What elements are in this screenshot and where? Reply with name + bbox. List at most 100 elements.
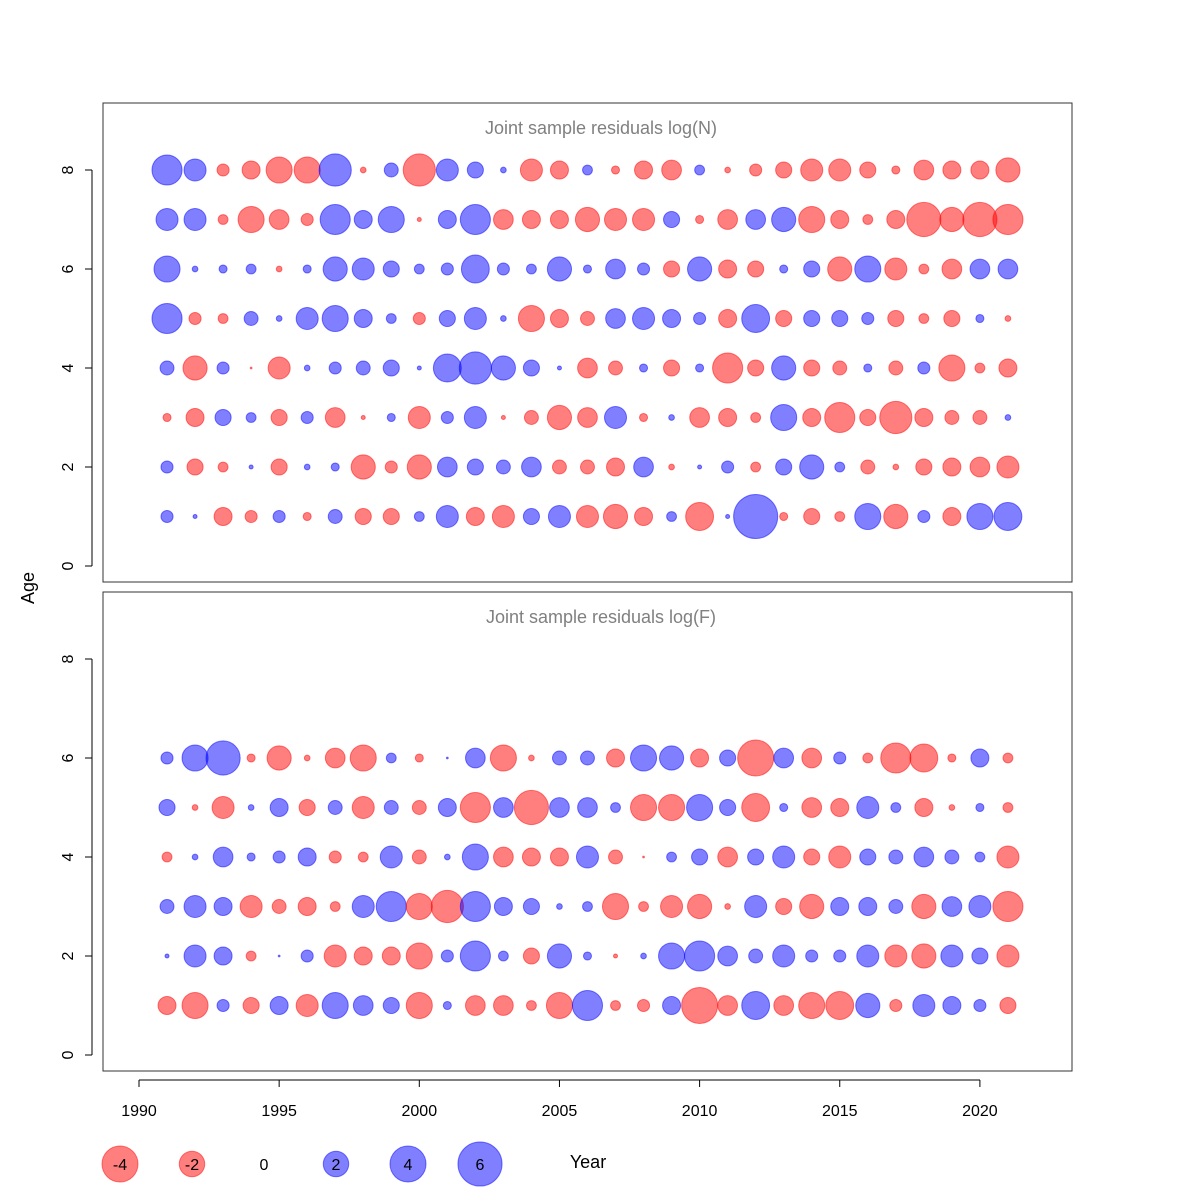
bubble-age1-year2000 (405, 991, 433, 1020)
legend-bubble (389, 1145, 427, 1183)
bubble-age5-year2002 (463, 306, 487, 331)
bubble-age8-year2019 (942, 160, 962, 180)
bubble-age1-year1995 (272, 509, 286, 524)
bubble-age5-year1992 (191, 804, 199, 811)
bubble-age2-year2005 (546, 943, 573, 969)
bubble-age4-year1997 (328, 850, 342, 864)
bubble-age4-year2017 (888, 849, 904, 865)
bubble-age5-year2017 (887, 309, 905, 328)
bubble-age4-year2019 (938, 354, 966, 382)
bubble-age6-year2005 (546, 256, 573, 282)
x-tick-label: 2005 (542, 1103, 578, 1120)
bubble-age3-year2007 (601, 892, 630, 921)
bubble-age6-year2015 (827, 256, 853, 282)
bubble-age1-year1992 (181, 991, 209, 1020)
bubble-age3-year2001 (430, 889, 464, 924)
bubble-age8-year2020 (970, 160, 990, 180)
bubble-age1-year2001 (435, 504, 459, 529)
bubble-age3-year2020 (968, 894, 992, 919)
bubble-age3-year2017 (879, 400, 913, 435)
bubble-age6-year2020 (970, 748, 990, 768)
bubble-age2-year2003 (497, 950, 509, 962)
bubble-age2-year1993 (217, 461, 229, 473)
bubble-age8-year2014 (800, 158, 824, 182)
bubble-age5-year2015 (830, 798, 850, 817)
bubble-age4-year2000 (411, 849, 427, 865)
bubble-age6-year2020 (969, 258, 991, 280)
bubble-age3-year2003 (500, 414, 506, 421)
bubble-age6-year1996 (303, 754, 311, 762)
bubble-age4-year2011 (712, 352, 744, 384)
bubble-age8-year2017 (891, 165, 901, 175)
bubble-age4-year2021 (996, 845, 1020, 869)
bubble-age5-year2009 (658, 793, 686, 822)
panel-bottom-title: Joint sample residuals log(F) (486, 607, 716, 627)
bubble-age1-year2021 (993, 502, 1023, 531)
y-tick-label: 2 (60, 462, 77, 471)
bubble-age6-year2018 (918, 263, 930, 275)
bubble-age8-year2016 (859, 161, 877, 179)
bubble-age5-year2016 (856, 795, 880, 820)
bubble-age3-year2019 (941, 896, 963, 917)
bubble-age2-year2004 (521, 456, 542, 478)
bubble-age4-year1996 (303, 364, 311, 372)
bubble-age2-year2017 (884, 944, 908, 968)
bubble-age7-year2010 (695, 214, 705, 225)
bubble-age7-year1994 (237, 205, 265, 234)
bubble-age4-year2021 (998, 358, 1018, 378)
bubble-age6-year2005 (551, 750, 567, 766)
bubble-age3-year2012 (744, 894, 768, 919)
bubble-age3-year2015 (824, 401, 856, 434)
bubble-age2-year2016 (856, 944, 880, 968)
x-tick-label: 2010 (682, 1103, 718, 1120)
bubble-age7-year2006 (574, 206, 601, 233)
bubble-age3-year1993 (213, 897, 233, 916)
bubble-age6-year1999 (385, 752, 397, 764)
bubble-age3-year1992 (185, 408, 205, 427)
bubble-age3-year2003 (493, 897, 513, 916)
bubble-age5-year2003 (493, 797, 514, 818)
bubble-age6-year2001 (440, 262, 454, 276)
bubble-age4-year2012 (747, 359, 765, 377)
bubble-age2-year1999 (384, 460, 398, 474)
bubble-age1-year2007 (602, 503, 629, 530)
bubble-age2-year1995 (277, 954, 281, 958)
bubble-age5-year2001 (438, 309, 456, 328)
bubble-age4-year1994 (246, 852, 256, 862)
bubble-age4-year1999 (382, 359, 400, 377)
bubble-age6-year2021 (997, 258, 1019, 280)
bubble-age1-year1994 (244, 509, 258, 524)
bubble-age2-year2020 (971, 947, 989, 965)
x-tick-label: 2020 (962, 1103, 998, 1120)
bubble-age2-year2012 (748, 948, 764, 964)
bubble-age5-year2001 (437, 798, 457, 817)
bubble-age6-year2014 (801, 747, 823, 769)
legend-bubble (322, 1150, 350, 1178)
bubble-age3-year2016 (859, 408, 877, 427)
bubble-age6-year2007 (606, 748, 626, 768)
bubble-age2-year2001 (436, 456, 458, 478)
bubble-age8-year2008 (634, 160, 654, 180)
bubble-age2-year2010 (684, 940, 716, 972)
bubble-age5-year2020 (975, 313, 985, 324)
bubble-age2-year2011 (721, 460, 735, 474)
bubble-age2-year2003 (495, 459, 511, 475)
bubble-age7-year2000 (416, 216, 422, 223)
bubble-age5-year2000 (412, 311, 426, 326)
bubble-age6-year2002 (460, 254, 490, 284)
bubble-age4-year2003 (493, 846, 514, 868)
x-tick-label: 1995 (261, 1103, 297, 1120)
bubble-age7-year2017 (886, 210, 906, 229)
bubble-age2-year2011 (717, 945, 738, 967)
bubble-age7-year2016 (862, 214, 874, 225)
bubble-age2-year2021 (996, 944, 1020, 968)
bubble-age5-year2002 (459, 791, 491, 824)
bubble-age2-year1991 (160, 460, 174, 474)
bubble-age4-year1999 (379, 845, 403, 869)
bubble-age6-year2003 (496, 262, 510, 276)
bubble-age2-year2002 (466, 458, 484, 476)
bubble-age8-year2021 (995, 157, 1021, 183)
bubble-age4-year1991 (161, 851, 173, 863)
bubble-age4-year1995 (272, 850, 286, 864)
bubble-age5-year1991 (158, 798, 176, 817)
